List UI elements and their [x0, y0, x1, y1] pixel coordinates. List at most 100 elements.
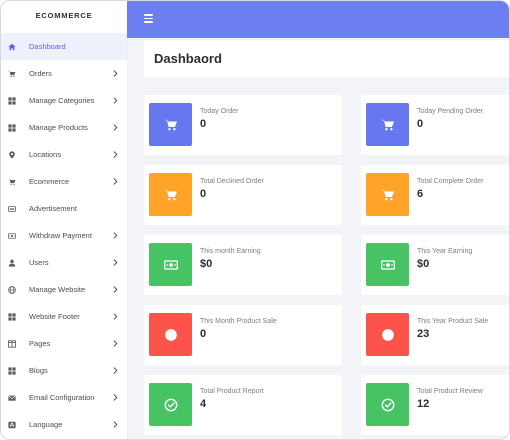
chevron-right-icon	[113, 231, 127, 241]
page-header: Dashbaord	[144, 40, 509, 77]
brand-logo[interactable]: ECOMMERCE	[35, 11, 93, 20]
sidebar-item-website-footer[interactable]: Website Footer	[1, 303, 127, 330]
chevron-right-icon	[113, 150, 127, 160]
stat-icon-tile	[149, 173, 192, 216]
sidebar-item-label: Orders	[29, 69, 52, 78]
chevron-right-icon	[113, 285, 127, 295]
sidebar-item-ecommerce[interactable]: Ecommerce	[1, 168, 127, 195]
stat-card-this-year-earning[interactable]: This Year Earning $0	[361, 235, 509, 295]
stat-value: $0	[417, 258, 430, 270]
sidebar-item-manage-products[interactable]: Manage Products	[1, 114, 127, 141]
sidebar-item-blogs[interactable]: Blogs	[1, 357, 127, 384]
stat-icon-tile	[149, 383, 192, 426]
stat-card-today-pending-order[interactable]: Today Pending Order 0	[361, 95, 509, 155]
stat-icon-tile	[366, 173, 409, 216]
sidebar-item-dashboard[interactable]: Dashboard	[1, 33, 127, 60]
stat-value: 0	[200, 188, 207, 200]
top-bar	[127, 1, 509, 38]
sidebar-item-withdraw-payment[interactable]: Withdraw Payment	[1, 222, 127, 249]
sidebar-item-label: Manage Website	[29, 285, 86, 294]
stat-label: Total Product Report	[200, 388, 264, 395]
sidebar: ECOMMERCE Dashboard Orders Manage Categori…	[1, 1, 128, 439]
language-icon	[8, 421, 16, 429]
stat-card-total-product-report[interactable]: Total Product Report 4	[144, 375, 342, 435]
stat-value: 4	[200, 398, 207, 410]
money-icon	[163, 258, 178, 272]
sidebar-item-manage-website[interactable]: Manage Website	[1, 276, 127, 303]
chevron-right-icon	[113, 420, 127, 430]
stat-card-total-product-review[interactable]: Total Product Review 12	[361, 375, 509, 435]
cart-icon	[164, 118, 178, 132]
sidebar-item-label: Advertisement	[29, 204, 77, 213]
sidebar-item-label: Manage Categories	[29, 96, 95, 105]
sidebar-item-locations[interactable]: Locations	[1, 141, 127, 168]
stat-value: 6	[417, 188, 424, 200]
sidebar-item-users[interactable]: Users	[1, 249, 127, 276]
stat-label: This Month Product Sale	[200, 318, 277, 325]
stat-value: 0	[417, 118, 424, 130]
chevron-right-icon	[113, 96, 127, 106]
stat-card-this-month-product-sale[interactable]: This Month Product Sale 0	[144, 305, 342, 365]
stat-value: 23	[417, 328, 430, 340]
check-circle-icon	[164, 398, 178, 412]
money-icon	[8, 232, 16, 240]
grid-icon	[8, 96, 16, 105]
stat-icon-tile	[366, 383, 409, 426]
hamburger-icon[interactable]	[144, 14, 153, 23]
cart-icon	[8, 70, 16, 78]
stat-label: Total Product Review	[417, 388, 483, 395]
sidebar-item-label: Manage Products	[29, 123, 88, 132]
home-icon	[8, 43, 16, 51]
globe-icon	[8, 285, 16, 294]
cart-icon	[8, 178, 16, 186]
stat-label: This Year Earning	[417, 248, 473, 255]
circle-icon	[381, 328, 395, 342]
stat-card-today-order[interactable]: Today Order 0	[144, 95, 342, 155]
chevron-right-icon	[113, 339, 127, 349]
chevron-right-icon	[113, 177, 127, 187]
stat-value: 12	[417, 398, 430, 410]
stat-icon-tile	[149, 103, 192, 146]
stat-card-this-year-product-sale[interactable]: This Year Product Sale 23	[361, 305, 509, 365]
stat-icon-tile	[149, 313, 192, 356]
chevron-right-icon	[113, 123, 127, 133]
stat-value: $0	[200, 258, 213, 270]
stat-card-total-complete-order[interactable]: Total Complete Order 6	[361, 165, 509, 225]
grid-icon	[8, 366, 16, 375]
stat-label: Total Complete Order	[417, 178, 484, 185]
stat-icon-tile	[366, 103, 409, 146]
stat-card-this-month-earning[interactable]: This month Earning $0	[144, 235, 342, 295]
chevron-right-icon	[113, 258, 127, 268]
sidebar-item-label: Dashboard	[29, 42, 66, 51]
stat-icon-tile	[366, 313, 409, 356]
sidebar-menu: Dashboard Orders Manage Categories Manage P…	[1, 33, 127, 438]
stat-label: This Year Product Sale	[417, 318, 489, 325]
ad-icon	[8, 205, 16, 213]
grid-icon	[8, 123, 16, 132]
sidebar-item-email-configuration[interactable]: Email Configuration	[1, 384, 127, 411]
circle-icon	[164, 328, 178, 342]
sidebar-item-language[interactable]: Language	[1, 411, 127, 438]
sidebar-item-orders[interactable]: Orders	[1, 60, 127, 87]
sidebar-item-label: Ecommerce	[29, 177, 70, 186]
chevron-right-icon	[113, 366, 127, 376]
user-icon	[8, 259, 16, 267]
chevron-right-icon	[113, 69, 127, 79]
sidebar-item-advertisement[interactable]: Advertisement	[1, 195, 127, 222]
cart-icon	[164, 188, 178, 202]
stat-card-total-declined-order[interactable]: Total Declined Order 0	[144, 165, 342, 225]
check-circle-icon	[381, 398, 395, 412]
sidebar-item-label: Email Configuration	[29, 393, 95, 402]
page-title: Dashbaord	[154, 51, 222, 66]
columns-icon	[8, 339, 16, 348]
sidebar-item-pages[interactable]: Pages	[1, 330, 127, 357]
sidebar-item-manage-categories[interactable]: Manage Categories	[1, 87, 127, 114]
grid-icon	[8, 312, 16, 321]
sidebar-item-label: Website Footer	[29, 312, 80, 321]
stat-icon-tile	[149, 243, 192, 286]
map-pin-icon	[8, 150, 16, 159]
stat-label: This month Earning	[200, 248, 261, 255]
stat-value: 0	[200, 328, 207, 340]
sidebar-item-label: Withdraw Payment	[29, 231, 92, 240]
